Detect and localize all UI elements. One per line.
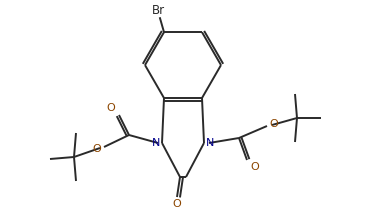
Text: O: O — [93, 144, 101, 154]
Text: O: O — [173, 199, 182, 209]
Text: O: O — [270, 119, 279, 129]
Text: O: O — [107, 103, 115, 113]
Text: O: O — [251, 162, 259, 172]
Text: N: N — [152, 138, 160, 148]
Text: Br: Br — [152, 4, 165, 17]
Text: N: N — [206, 138, 214, 148]
